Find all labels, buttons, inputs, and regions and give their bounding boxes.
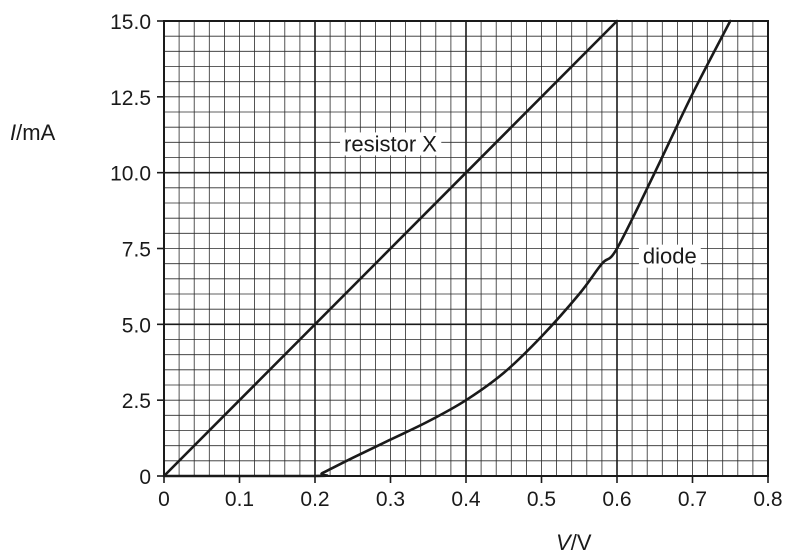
label-bg-diode — [638, 244, 701, 268]
y-tick-label: 7.5 — [122, 239, 151, 262]
label-bg-resistor-x — [340, 132, 442, 156]
x-tick-labels: 0 0.1 0.2 0.3 0.4 0.5 0.6 0.7 0.8 — [158, 476, 783, 511]
x-tick-label: 0.1 — [225, 488, 254, 511]
x-tick-label: 0.2 — [300, 488, 329, 511]
x-tick-label: 0 — [158, 488, 170, 511]
y-axis-symbol: I — [10, 120, 16, 145]
y-tick-label: 12.5 — [110, 87, 151, 110]
x-tick-label: 0.7 — [678, 488, 707, 511]
x-tick-label: 0.8 — [753, 488, 782, 511]
series-label-diode: diode — [643, 244, 697, 269]
y-tick-label: 0 — [139, 466, 151, 489]
y-tick-label: 15.0 — [110, 11, 151, 34]
x-tick-label: 0.6 — [602, 488, 631, 511]
x-tick-label: 0.4 — [451, 488, 481, 511]
y-tick-label: 10.0 — [110, 163, 151, 186]
grid-minor — [164, 21, 768, 476]
x-tick-label: 0.5 — [527, 488, 556, 511]
series-line-diode — [162, 19, 732, 478]
curve-labels: resistor X diode — [340, 131, 701, 269]
x-tick-label: 0.3 — [376, 488, 405, 511]
y-tick-label: 2.5 — [122, 390, 151, 413]
series-label-resistor-x: resistor X — [344, 131, 437, 156]
x-axis-label: V/V — [556, 530, 592, 553]
x-axis-unit: V — [577, 530, 592, 553]
x-axis-symbol: V — [556, 530, 573, 553]
y-tick-label: 5.0 — [122, 314, 151, 337]
curves — [162, 19, 732, 478]
y-tick-labels: 0 2.5 5.0 7.5 10.0 12.5 15.0 — [110, 11, 164, 489]
series-line-resistor-x — [162, 19, 619, 478]
y-axis-label: I/mA — [10, 120, 56, 145]
y-axis-unit: mA — [22, 120, 55, 145]
